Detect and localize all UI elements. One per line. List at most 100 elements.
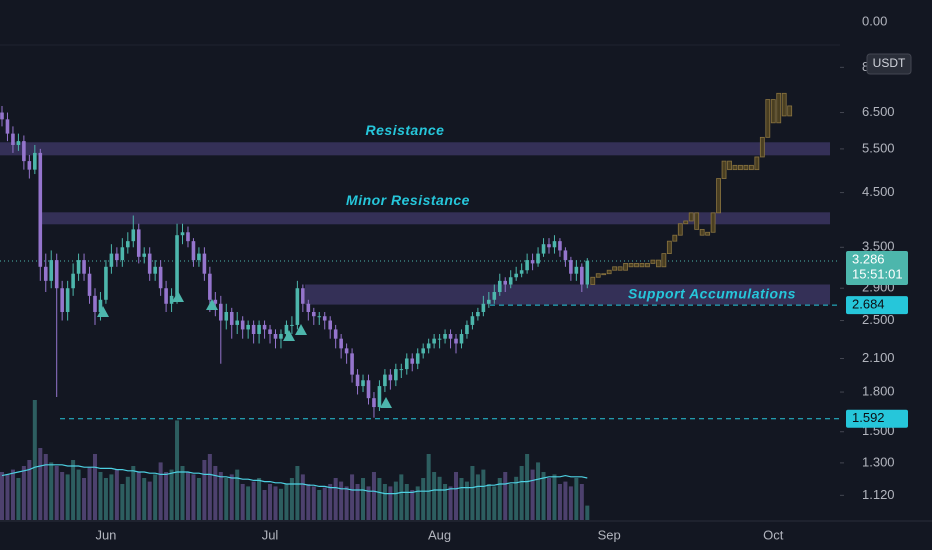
candle-body xyxy=(339,338,343,349)
volume-bar xyxy=(388,486,393,520)
candle-body xyxy=(229,311,234,325)
last-price-box xyxy=(846,251,908,286)
volume-bar xyxy=(185,472,190,520)
signal-marker xyxy=(295,324,307,335)
candle-body xyxy=(569,260,573,274)
projection-candle xyxy=(699,228,705,236)
candle-body xyxy=(295,288,300,325)
candle-body xyxy=(224,311,229,321)
candle-body xyxy=(93,295,97,312)
candle-body xyxy=(60,288,64,312)
volume-bar xyxy=(224,478,229,520)
projection-candle xyxy=(781,92,787,117)
volume-bar xyxy=(448,486,453,520)
signal-marker xyxy=(206,299,218,310)
y-tick-label: 1.800 xyxy=(862,383,895,398)
candle-body xyxy=(476,311,480,317)
y-tick-label: 2.500 xyxy=(862,312,895,327)
zone-label: Minor Resistance xyxy=(346,192,470,208)
candle-body xyxy=(87,273,92,296)
y-tick-label: 3.500 xyxy=(862,239,895,254)
candle-body xyxy=(131,229,136,242)
volume-bar xyxy=(76,469,81,520)
volume-bar xyxy=(333,478,338,520)
candle-body xyxy=(180,232,185,236)
currency-label: USDT xyxy=(873,56,906,70)
volume-bar xyxy=(196,478,201,520)
projection-candle xyxy=(645,263,650,268)
candle-body xyxy=(580,266,584,285)
projection-candle xyxy=(770,99,776,124)
candle-body xyxy=(344,348,349,354)
candle-body xyxy=(421,348,425,354)
volume-bar xyxy=(306,484,311,520)
candle-body xyxy=(38,152,43,267)
volume-bar xyxy=(82,478,87,520)
volume-bar xyxy=(322,487,327,520)
volume-bar xyxy=(404,484,409,520)
candle-body xyxy=(246,324,250,330)
volume-bar xyxy=(147,481,152,520)
candle-body xyxy=(49,260,54,281)
volume-bar xyxy=(92,454,97,520)
y-tick-label: 2.100 xyxy=(862,350,895,365)
volume-bar xyxy=(114,469,119,520)
volume-bar xyxy=(382,484,387,520)
volume-bar xyxy=(426,454,431,520)
volume-bar xyxy=(311,486,316,520)
volume-bar xyxy=(27,460,32,520)
candle-body xyxy=(158,266,163,289)
candle-body xyxy=(388,374,393,381)
y-tick-label: 1.300 xyxy=(862,454,895,469)
candle-body xyxy=(213,299,218,304)
candle-body xyxy=(104,266,108,300)
projection-candle xyxy=(595,273,601,278)
candle-body xyxy=(432,338,436,344)
volume-bar xyxy=(98,472,103,520)
projection-candle xyxy=(656,259,661,268)
volume-bar xyxy=(164,472,169,520)
volume-bar xyxy=(153,474,158,520)
candle-body xyxy=(322,316,327,321)
volume-ma-line xyxy=(1,464,588,495)
volume-bar xyxy=(443,484,448,520)
projection-candle xyxy=(639,263,645,268)
x-tick-label: Aug xyxy=(428,527,451,542)
projection-candle xyxy=(710,212,716,233)
candle-body xyxy=(115,253,119,261)
candle-body xyxy=(22,141,26,162)
projection-candle xyxy=(688,212,694,222)
candle-body xyxy=(273,334,278,339)
volume-bar xyxy=(60,472,65,520)
candle-body xyxy=(311,311,316,317)
volume-bar xyxy=(109,474,114,520)
zone xyxy=(305,284,830,305)
volume-bar xyxy=(366,486,371,520)
volume-bar xyxy=(49,462,54,520)
volume-bar xyxy=(317,490,322,520)
candle-body xyxy=(426,343,431,349)
volume-bar xyxy=(120,484,125,520)
candle-body xyxy=(164,288,168,304)
x-tick-label: Jul xyxy=(262,527,279,542)
candle-body xyxy=(169,295,174,304)
candle-body xyxy=(251,324,256,335)
candle-body xyxy=(333,329,338,339)
volume-bar xyxy=(21,466,26,520)
candle-body xyxy=(394,369,398,381)
candle-body xyxy=(454,338,458,344)
scale-label: 0.00 xyxy=(862,13,887,28)
candle-body xyxy=(11,133,15,145)
candle-body xyxy=(208,273,212,300)
candle-body xyxy=(574,266,579,274)
volume-bar xyxy=(503,472,508,520)
y-tick-label: 4.500 xyxy=(862,184,895,199)
projection-candle xyxy=(694,212,700,230)
candle-body xyxy=(443,334,447,339)
volume-bar xyxy=(289,478,294,520)
volume-bar xyxy=(574,478,579,520)
candle-body xyxy=(470,316,475,325)
projection-candle xyxy=(743,164,749,171)
volume-bar xyxy=(541,472,546,520)
volume-bar xyxy=(54,466,59,520)
